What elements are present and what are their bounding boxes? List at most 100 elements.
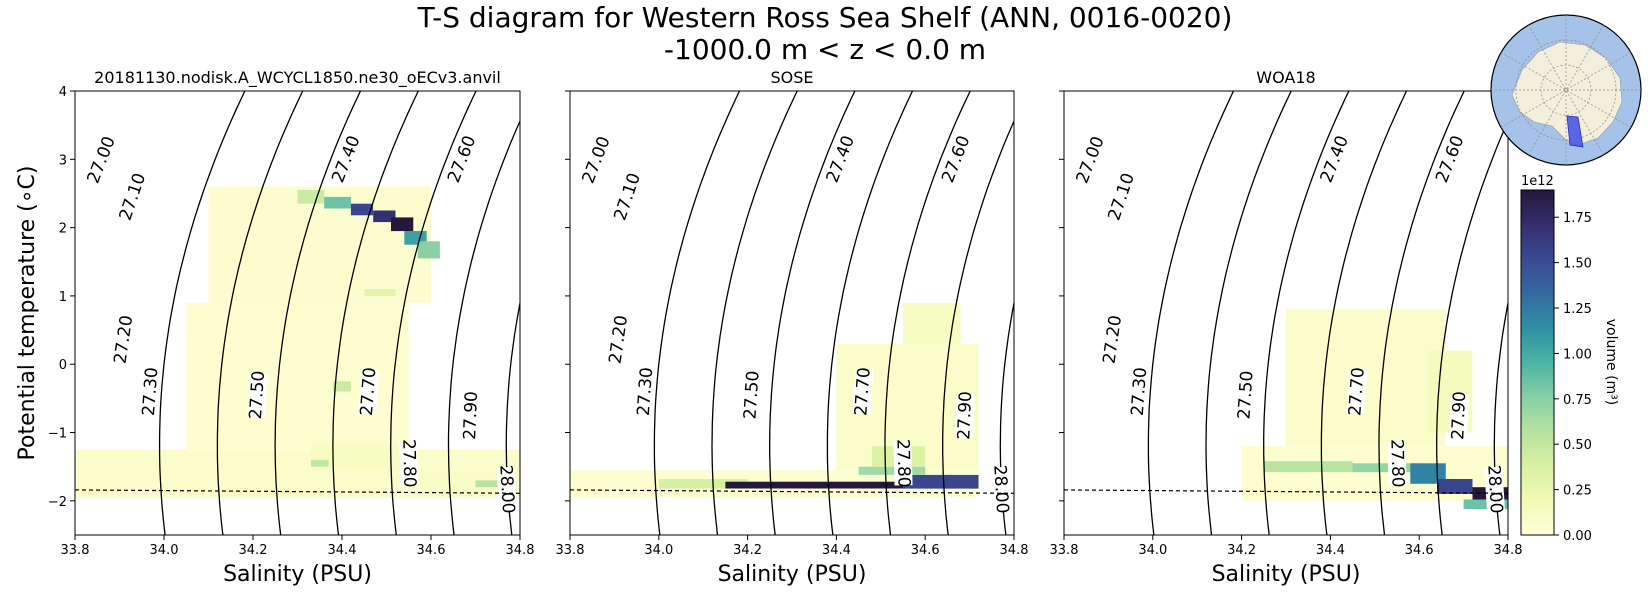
density-contour-27.00 [1147,91,1235,535]
contour-label-27.10: 27.10 [610,171,644,224]
contour-label-27.10: 27.10 [1104,171,1138,224]
colorbar-tick-label: 0.25 [1563,484,1592,499]
western-ross-sea-shelf-region [1566,115,1584,148]
contour-label-27.00: 27.00 [84,134,120,187]
density-contour-27.60 [505,299,520,535]
contour-label-background [580,136,613,184]
x-tick-label: 34.6 [911,543,940,558]
histogram-bin [310,459,329,467]
contour-label-27.30: 27.30 [139,367,163,417]
contour-label-background [939,135,973,184]
x-tick-label: 34.8 [1000,543,1029,558]
contour-label-27.90: 27.90 [954,391,976,440]
map-graticule-meridian [1528,24,1604,156]
density-contour-27.20 [1263,91,1350,535]
x-tick-label: 34.2 [1227,543,1256,558]
density-contour-27.20 [769,91,856,535]
colorbar-tick-label: 0.75 [1563,393,1592,408]
contour-label-background [955,393,976,438]
histogram-bin [1437,479,1473,494]
contour-label-background [1100,316,1125,363]
colorbar-offset-text: 1e12 [1521,174,1554,189]
contour-label-27.90: 27.90 [1448,391,1470,440]
histogram-bin [475,480,503,488]
contour-label-27.80: 27.80 [398,439,419,488]
histogram-bin [725,481,903,489]
panel-title: 20181130.nodisk.A_WCYCL1850.ne30_oECv3.a… [94,68,501,88]
histogram-bin [658,479,748,489]
contour-label-background [140,369,162,415]
density-contour-27.40 [884,91,971,535]
histogram-bin [408,473,512,494]
density-contour-27.10 [216,91,304,535]
density-contour-27.50 [447,119,520,535]
contour-label-background [1433,135,1467,184]
map-graticule-meridian [1528,24,1604,156]
contour-label-background [1387,441,1407,486]
y-tick-label: 3 [59,153,67,168]
figure-title-line1: T-S diagram for Western Ross Sea Shelf (… [417,1,1233,34]
contour-label-background [1128,369,1151,415]
contour-label-background [358,368,380,415]
colorbar-bar [1520,189,1555,536]
contour-label-background [741,372,763,418]
contour-label-28.00: 28.00 [989,464,1012,514]
histogram-bin [417,241,440,259]
density-contour-27.60 [999,299,1014,535]
y-tick-label: 4 [59,85,67,100]
x-tick-label: 34.0 [1138,543,1167,558]
y-tick-label: 2 [59,222,67,237]
panel-2: 27.0027.1027.2027.3027.4027.5027.6027.70… [556,68,1201,587]
density-contour-28.00 [738,91,823,535]
colorbar: 0.00 0.25 0.50 0.75 1.00 1.25 1.50 1.75 1e12 volu… [1520,174,1619,544]
density-contour-27.30 [332,91,419,535]
x-axis-label: Salinity (PSU) [223,562,372,587]
contour-label-background [399,441,419,486]
contour-label-27.80: 27.80 [892,439,913,488]
contour-label-background [1235,372,1257,418]
density-contour-27.60 [1493,299,1508,535]
x-tick-label: 34.8 [506,543,535,558]
axes-frame [569,90,1015,536]
x-tick-label: 34.4 [328,543,357,558]
contour-label-background [606,316,631,363]
density-contour-27.40 [1378,91,1465,535]
colorbar-tick-label: 1.50 [1563,257,1592,272]
contour-label-background [496,466,517,512]
contour-label-background [85,136,119,184]
histogram-bin [333,381,351,392]
y-axis-label: Potential temperature (∘C) [15,166,40,461]
x-tick-label: 34.4 [1316,543,1345,558]
panels: 27.0027.1027.2027.3027.4027.5027.6027.70… [15,68,1523,587]
contour-label-background [445,135,479,184]
x-tick-label: 34.8 [1494,543,1523,558]
density-contour-27.80 [1116,91,1201,535]
histogram-bin [208,186,431,303]
map-graticule-meridian [1500,52,1632,128]
density-contour-27.90 [680,91,765,535]
density-contour-27.10 [1205,91,1292,535]
contour-label-27.20: 27.20 [111,314,138,365]
histogram-bin [373,210,396,223]
histogram-bin [297,190,325,204]
colorbar-tick-label: 0.00 [1563,529,1592,544]
contour-label-28.00: 28.00 [1483,464,1506,514]
contour-label-27.00: 27.00 [578,134,614,187]
x-tick-label: 34.2 [239,543,268,558]
y-tick-label: −1 [48,427,67,442]
contour-label-background [1449,393,1470,438]
panel-1: 27.0027.1027.2027.3027.4027.5027.6027.70… [15,68,823,587]
histogram-bin [324,196,351,209]
contour-label-27.60: 27.60 [1432,133,1468,186]
density-contour-27.80 [622,91,707,535]
contour-label-27.30: 27.30 [634,367,658,417]
panel-title: WOA18 [1256,68,1315,87]
contour-label-27.10: 27.10 [116,171,151,224]
map-graticule-meridian [1500,52,1632,128]
histogram-bin [391,217,414,232]
density-contour-27.30 [1320,91,1408,535]
axes-frame [1063,90,1509,536]
histogram-bin [1463,499,1508,510]
